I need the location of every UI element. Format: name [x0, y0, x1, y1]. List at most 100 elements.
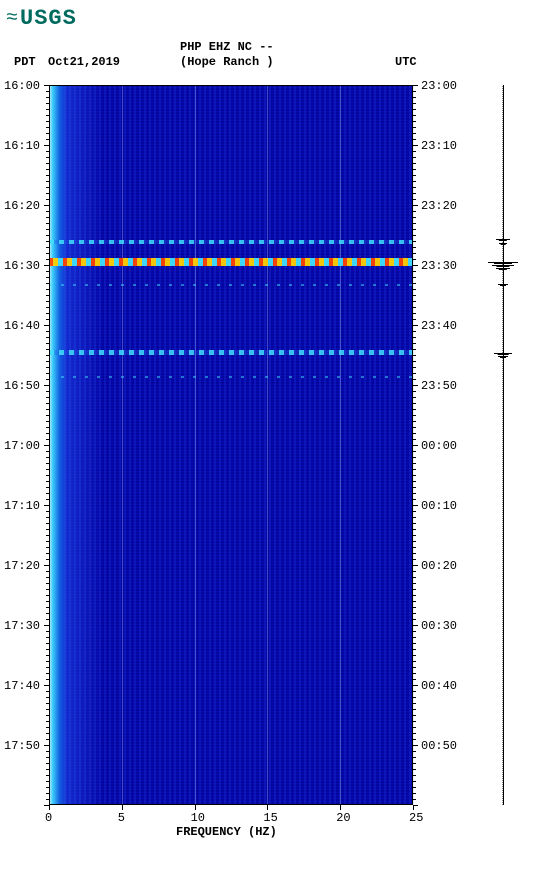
ytick-right-minor: [413, 295, 416, 296]
ytick-left: [44, 145, 49, 146]
ytick-right-minor: [413, 109, 416, 110]
ytick-left-label: 16:00: [4, 79, 40, 93]
ytick-left-minor: [46, 739, 49, 740]
ytick-right-minor: [413, 277, 416, 278]
ytick-left-minor: [46, 631, 49, 632]
ytick-right-minor: [413, 697, 416, 698]
ytick-left-minor: [46, 493, 49, 494]
ytick-right-minor: [413, 355, 416, 356]
ytick-right-minor: [413, 649, 416, 650]
ytick-left-minor: [46, 733, 49, 734]
ytick-right-minor: [413, 409, 416, 410]
ytick-right-minor: [413, 595, 416, 596]
ytick-left-minor: [46, 583, 49, 584]
ytick-right-minor: [413, 139, 416, 140]
ytick-left-minor: [46, 595, 49, 596]
ytick-right-minor: [413, 499, 416, 500]
ytick-left-minor: [46, 319, 49, 320]
ytick-left-minor: [46, 289, 49, 290]
ytick-left-label: 17:40: [4, 679, 40, 693]
ytick-right-minor: [413, 349, 416, 350]
ytick-right-minor: [413, 529, 416, 530]
ytick-left: [44, 685, 49, 686]
ytick-left-minor: [46, 517, 49, 518]
ytick-left-label: 17:00: [4, 439, 40, 453]
ytick-right-minor: [413, 793, 416, 794]
station-line2: (Hope Ranch ): [180, 55, 274, 69]
ytick-right-label: 23:10: [421, 139, 457, 153]
ytick-right-minor: [413, 769, 416, 770]
ytick-left-minor: [46, 229, 49, 230]
ytick-right-minor: [413, 463, 416, 464]
ytick-left-label: 16:50: [4, 379, 40, 393]
ytick-right-minor: [413, 271, 416, 272]
ytick-left-minor: [46, 535, 49, 536]
ytick-left-label: 16:30: [4, 259, 40, 273]
ytick-right-minor: [413, 223, 416, 224]
ytick-left-label: 16:40: [4, 319, 40, 333]
ytick-right: [413, 445, 418, 446]
ytick-left-label: 17:50: [4, 739, 40, 753]
ytick-left-minor: [46, 787, 49, 788]
ytick-left-minor: [46, 529, 49, 530]
ytick-left-minor: [46, 175, 49, 176]
ytick-left-minor: [46, 331, 49, 332]
ytick-left: [44, 265, 49, 266]
ytick-left-minor: [46, 337, 49, 338]
ytick-right-minor: [413, 637, 416, 638]
ytick-left-minor: [46, 499, 49, 500]
ytick-left-minor: [46, 193, 49, 194]
ytick-left-minor: [46, 103, 49, 104]
spectrogram-gridline: [49, 85, 50, 805]
ytick-left-minor: [46, 451, 49, 452]
ytick-left-minor: [46, 793, 49, 794]
ytick-left-minor: [46, 403, 49, 404]
ytick-left-minor: [46, 283, 49, 284]
ytick-left-minor: [46, 421, 49, 422]
ytick-left-minor: [46, 673, 49, 674]
ytick-right-minor: [413, 469, 416, 470]
ytick-left-minor: [46, 253, 49, 254]
ytick-right: [413, 685, 418, 686]
ytick-right-minor: [413, 547, 416, 548]
ytick-right: [413, 505, 418, 506]
wiggle-spike: [494, 263, 512, 264]
ytick-right-minor: [413, 151, 416, 152]
ytick-left-minor: [46, 703, 49, 704]
ytick-left-minor: [46, 469, 49, 470]
ytick-left-minor: [46, 727, 49, 728]
ytick-right-minor: [413, 367, 416, 368]
ytick-left-minor: [46, 133, 49, 134]
ytick-left-minor: [46, 547, 49, 548]
ytick-right-minor: [413, 217, 416, 218]
xtick-label: 10: [191, 811, 205, 825]
xtick: [413, 805, 414, 810]
ytick-right: [413, 265, 418, 266]
ytick-left: [44, 385, 49, 386]
ytick-right-minor: [413, 163, 416, 164]
ytick-right-minor: [413, 241, 416, 242]
ytick-left-minor: [46, 235, 49, 236]
ytick-right: [413, 745, 418, 746]
ytick-right-minor: [413, 559, 416, 560]
ytick-left: [44, 745, 49, 746]
ytick-right-label: 00:50: [421, 739, 457, 753]
spectrogram-plot: [49, 85, 413, 805]
ytick-left-minor: [46, 109, 49, 110]
ytick-left-minor: [46, 649, 49, 650]
ytick-left-minor: [46, 163, 49, 164]
ytick-right-minor: [413, 667, 416, 668]
ytick-right-minor: [413, 427, 416, 428]
ytick-right-minor: [413, 187, 416, 188]
ytick-right-minor: [413, 181, 416, 182]
ytick-left-minor: [46, 481, 49, 482]
ytick-left-minor: [46, 691, 49, 692]
ytick-left-minor: [46, 301, 49, 302]
ytick-left-minor: [46, 91, 49, 92]
wave-icon: ≈: [6, 9, 18, 29]
ytick-left-minor: [46, 487, 49, 488]
ytick-left-minor: [46, 97, 49, 98]
ytick-left-minor: [46, 349, 49, 350]
ytick-right-minor: [413, 703, 416, 704]
ytick-right-label: 23:30: [421, 259, 457, 273]
